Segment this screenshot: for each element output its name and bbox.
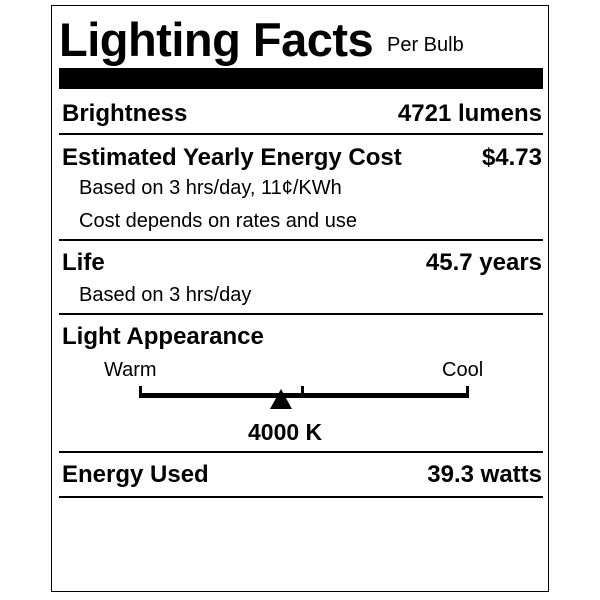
- divider: [59, 313, 543, 315]
- divider: [59, 239, 543, 241]
- label-title: Lighting Facts: [59, 13, 374, 66]
- divider: [59, 496, 543, 498]
- brightness-label: Brightness: [62, 100, 188, 127]
- energy-cost-note-2: Cost depends on rates and use: [79, 210, 357, 232]
- energy-used-label: Energy Used: [62, 461, 209, 488]
- header-bar: [59, 68, 543, 89]
- label-subtitle: Per Bulb: [387, 34, 464, 56]
- warm-label: Warm: [104, 359, 157, 381]
- color-temperature-marker-icon: [270, 389, 293, 409]
- cool-label: Cool: [442, 359, 484, 381]
- scale-tick-middle: [301, 386, 304, 395]
- divider: [59, 133, 543, 135]
- life-value: 45.7 years: [425, 249, 542, 276]
- divider: [59, 451, 543, 453]
- color-temperature-value: 4000 K: [248, 419, 323, 445]
- color-temperature-scale: [140, 393, 468, 398]
- scale-tick-right: [466, 386, 469, 398]
- life-label: Life: [62, 249, 105, 276]
- scale-tick-left: [139, 386, 142, 398]
- brightness-value: 4721 lumens: [397, 100, 542, 127]
- light-appearance-label: Light Appearance: [62, 323, 264, 350]
- life-note: Based on 3 hrs/day: [79, 284, 252, 306]
- energy-cost-label: Estimated Yearly Energy Cost: [62, 144, 402, 171]
- energy-cost-note-1: Based on 3 hrs/day, 11¢/KWh: [79, 177, 342, 199]
- energy-used-value: 39.3 watts: [427, 461, 542, 488]
- energy-cost-value: $4.73: [481, 144, 542, 171]
- label-frame: [51, 5, 549, 592]
